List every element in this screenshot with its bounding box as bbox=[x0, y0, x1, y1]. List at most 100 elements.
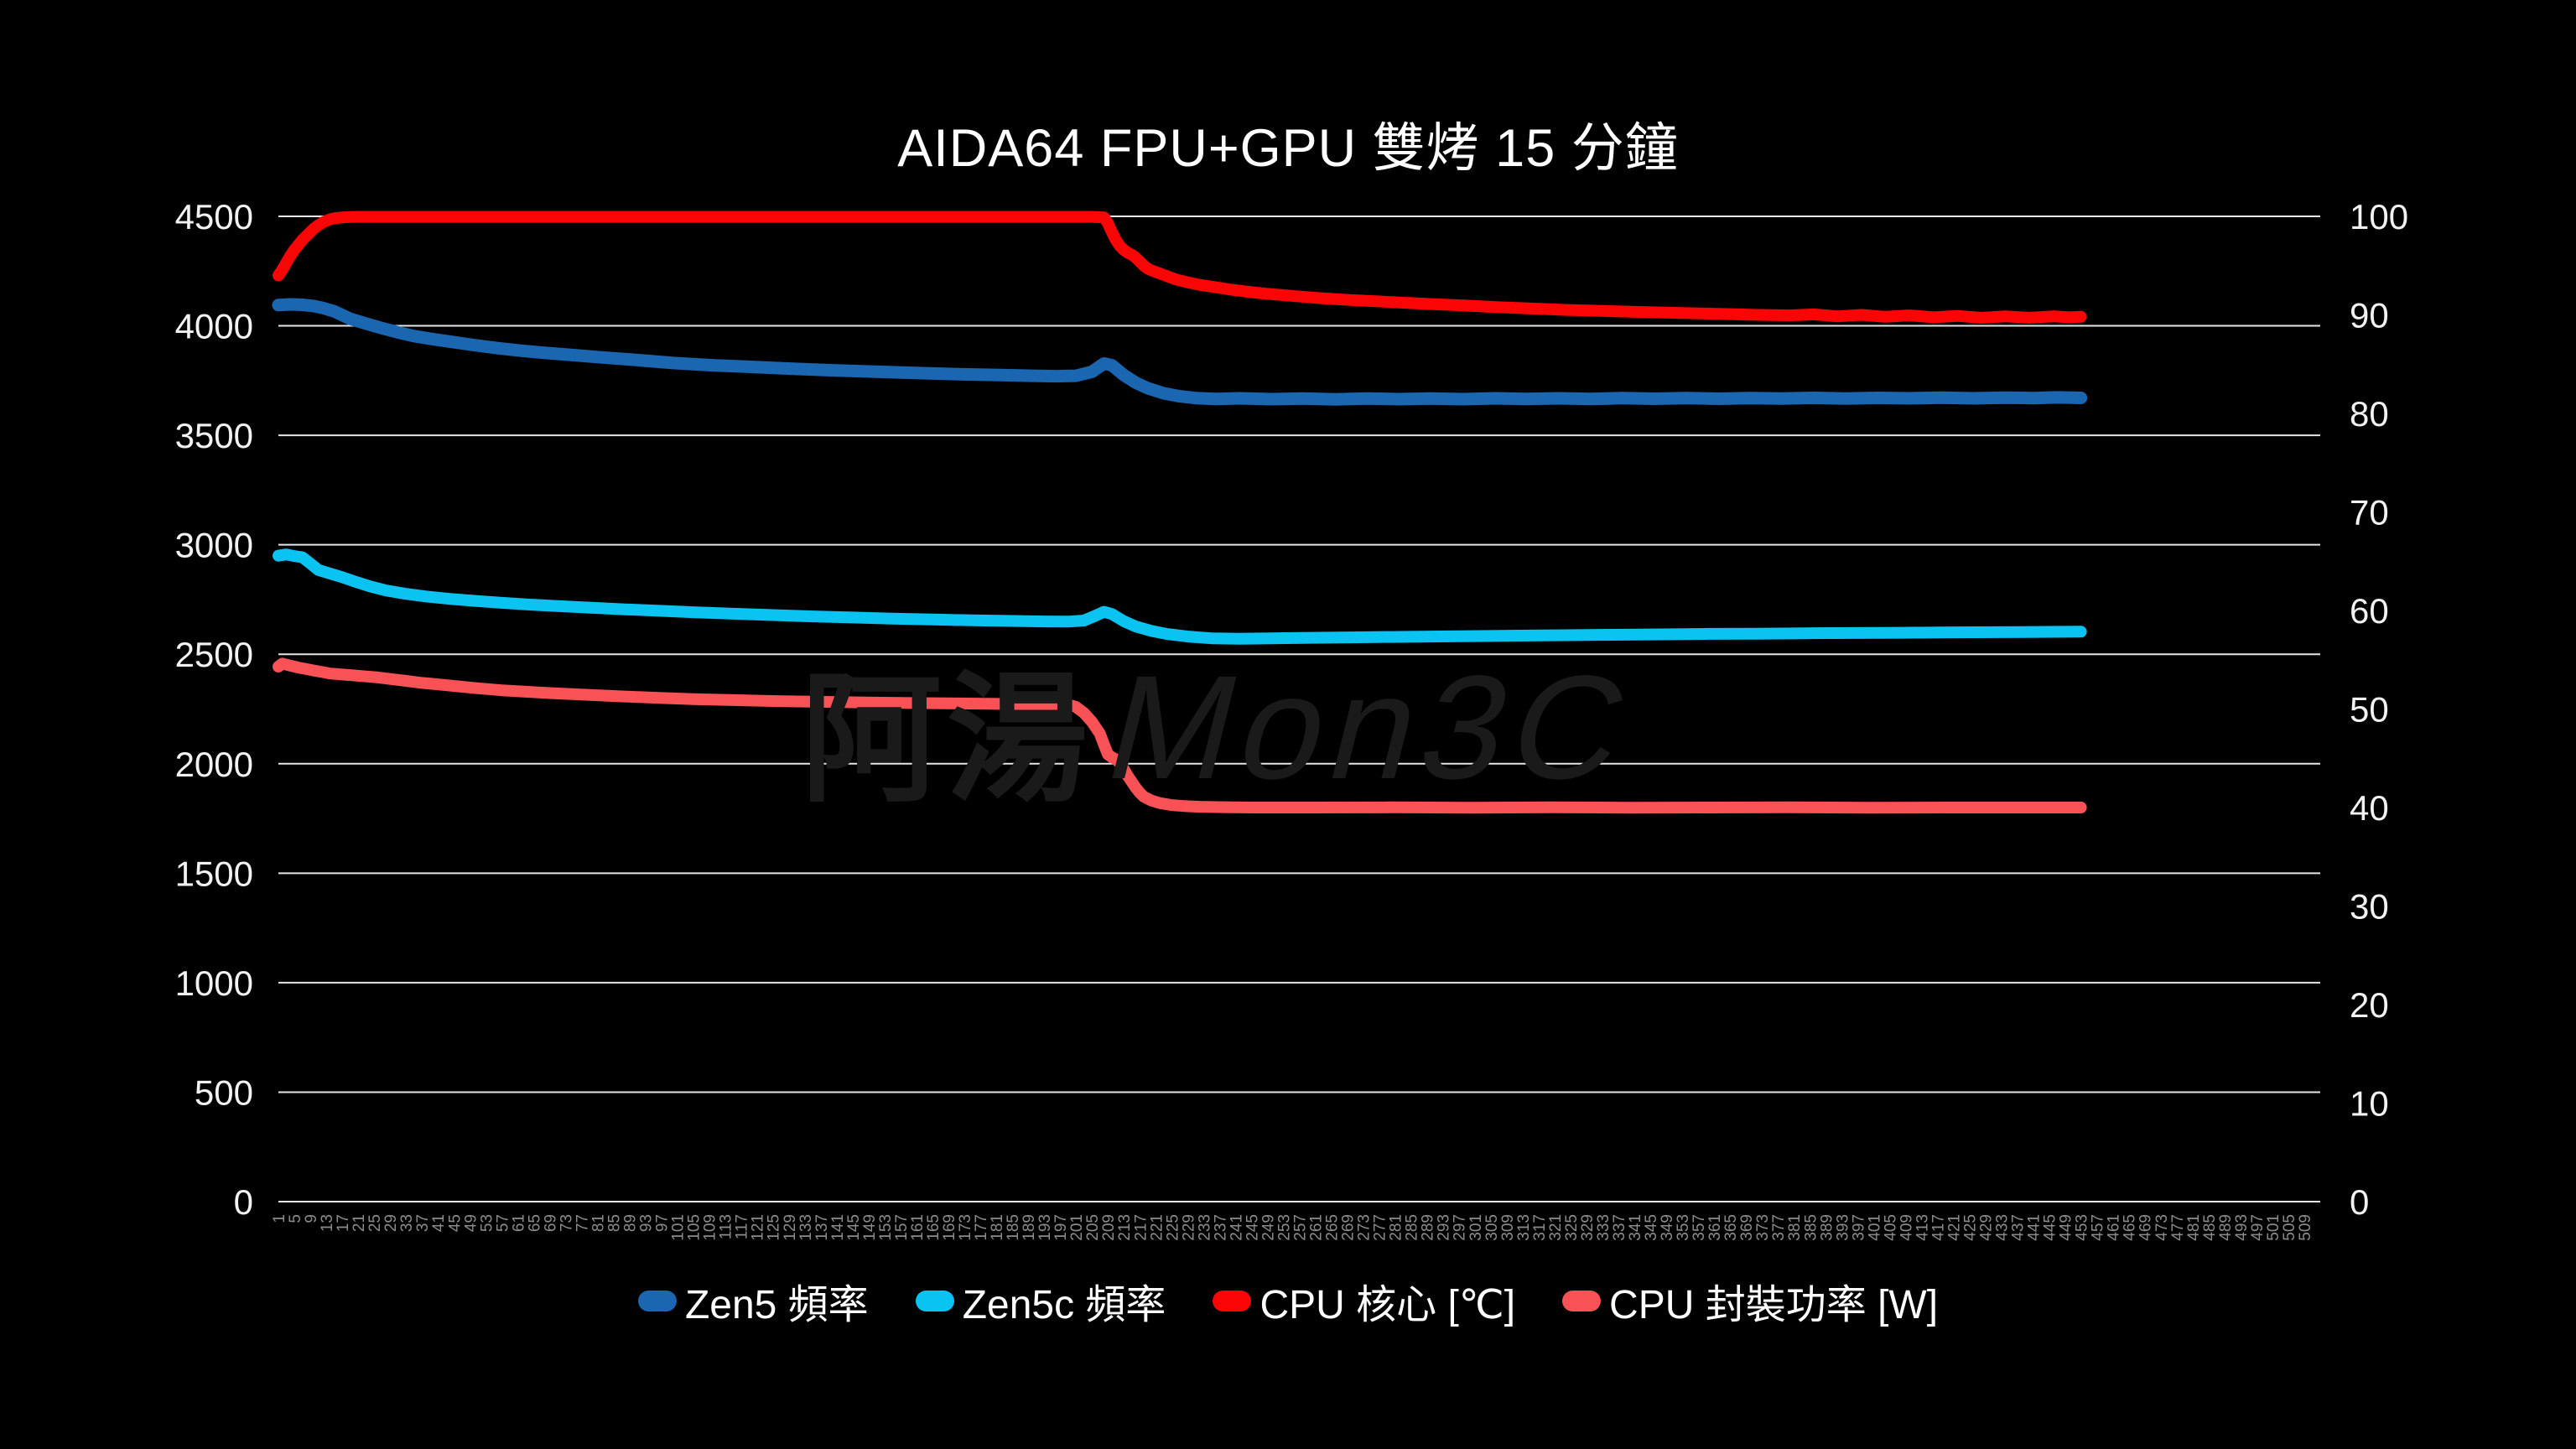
x-axis-tick-9: 9 bbox=[303, 1214, 320, 1223]
x-axis-tick-329: 329 bbox=[1579, 1214, 1597, 1241]
left-axis-tick-4500: 4500 bbox=[175, 197, 253, 236]
x-axis-tick-133: 133 bbox=[797, 1214, 815, 1241]
x-axis-tick-233: 233 bbox=[1196, 1214, 1213, 1241]
right-axis-tick-30: 30 bbox=[2350, 887, 2389, 927]
legend-item-0: Zen5 頻率 bbox=[637, 1271, 869, 1330]
x-axis-tick-65: 65 bbox=[526, 1214, 543, 1232]
x-axis-tick-49: 49 bbox=[462, 1214, 480, 1232]
left-axis-tick-3500: 3500 bbox=[175, 416, 253, 455]
x-axis-tick-305: 305 bbox=[1483, 1214, 1501, 1241]
gridlines bbox=[278, 216, 2320, 1202]
x-axis-tick-205: 205 bbox=[1084, 1214, 1102, 1241]
x-axis-tick-61: 61 bbox=[510, 1214, 527, 1232]
x-axis-tick-101: 101 bbox=[670, 1214, 688, 1241]
x-axis-tick-477: 477 bbox=[2169, 1214, 2187, 1241]
x-axis-tick-105: 105 bbox=[686, 1214, 704, 1241]
x-axis-tick-425: 425 bbox=[1961, 1214, 1979, 1241]
legend-item-3: CPU 封裝功率 [W] bbox=[1562, 1271, 1938, 1330]
legend-item-1: Zen5c 頻率 bbox=[915, 1271, 1166, 1330]
x-axis-tick-473: 473 bbox=[2153, 1214, 2171, 1241]
legend-swatch-2 bbox=[1213, 1290, 1252, 1311]
left-axis-tick-500: 500 bbox=[195, 1072, 253, 1112]
x-axis-tick-189: 189 bbox=[1021, 1214, 1038, 1241]
x-axis-tick-353: 353 bbox=[1675, 1214, 1692, 1241]
x-axis-tick-401: 401 bbox=[1866, 1214, 1883, 1241]
left-axis-tick-4000: 4000 bbox=[175, 307, 253, 346]
x-axis-tick-429: 429 bbox=[1978, 1214, 1996, 1241]
series-line-3 bbox=[273, 657, 2087, 814]
x-axis-tick-397: 397 bbox=[1850, 1214, 1867, 1241]
right-axis-tick-0: 0 bbox=[2350, 1182, 2369, 1222]
x-axis-tick-197: 197 bbox=[1052, 1214, 1070, 1241]
x-axis-tick-93: 93 bbox=[638, 1214, 656, 1232]
x-axis-tick-373: 373 bbox=[1754, 1214, 1772, 1241]
x-axis-tick-301: 301 bbox=[1467, 1214, 1485, 1241]
x-axis-tick-193: 193 bbox=[1036, 1214, 1054, 1241]
x-axis-tick-161: 161 bbox=[909, 1214, 927, 1241]
x-axis-tick-317: 317 bbox=[1531, 1214, 1549, 1241]
x-axis-tick-325: 325 bbox=[1563, 1214, 1581, 1241]
x-axis-tick-389: 389 bbox=[1818, 1214, 1836, 1241]
legend-label-1: Zen5c 頻率 bbox=[962, 1283, 1166, 1327]
x-axis-tick-169: 169 bbox=[941, 1214, 958, 1241]
x-axis-tick-5: 5 bbox=[287, 1214, 304, 1223]
x-axis-tick-145: 145 bbox=[845, 1214, 863, 1241]
x-axis-tick-173: 173 bbox=[957, 1214, 974, 1241]
series-line-2 bbox=[273, 210, 2087, 324]
x-axis-tick-361: 361 bbox=[1706, 1214, 1724, 1241]
x-axis-tick-253: 253 bbox=[1275, 1214, 1293, 1241]
x-axis-tick-289: 289 bbox=[1420, 1214, 1437, 1241]
x-axis-tick-497: 497 bbox=[2249, 1214, 2267, 1241]
x-axis-tick-405: 405 bbox=[1882, 1214, 1899, 1241]
x-axis-tick-393: 393 bbox=[1834, 1214, 1852, 1241]
x-axis-tick-121: 121 bbox=[750, 1214, 767, 1241]
x-axis-tick-53: 53 bbox=[478, 1214, 496, 1232]
x-axis-tick-341: 341 bbox=[1627, 1214, 1644, 1241]
legend-swatch-1 bbox=[915, 1290, 954, 1311]
right-axis-tick-90: 90 bbox=[2350, 296, 2389, 335]
x-axis-tick-277: 277 bbox=[1372, 1214, 1389, 1241]
x-axis-tick-413: 413 bbox=[1914, 1214, 1931, 1241]
x-axis-tick-73: 73 bbox=[558, 1214, 575, 1232]
legend-swatch-0 bbox=[637, 1290, 677, 1311]
x-axis-ticks: 1591317212529333741454953576165697377818… bbox=[271, 1214, 2314, 1241]
x-axis-tick-37: 37 bbox=[414, 1214, 432, 1232]
x-axis-tick-241: 241 bbox=[1228, 1214, 1245, 1241]
x-axis-tick-181: 181 bbox=[989, 1214, 1006, 1241]
right-axis-tick-20: 20 bbox=[2350, 985, 2389, 1025]
x-axis-tick-21: 21 bbox=[351, 1214, 368, 1232]
x-axis-tick-493: 493 bbox=[2233, 1214, 2251, 1241]
legend-label-0: Zen5 頻率 bbox=[684, 1283, 869, 1327]
x-axis-tick-313: 313 bbox=[1515, 1214, 1533, 1241]
right-axis-tick-100: 100 bbox=[2350, 197, 2408, 236]
right-axis-tick-70: 70 bbox=[2350, 493, 2389, 532]
x-axis-tick-461: 461 bbox=[2106, 1214, 2123, 1241]
x-axis-tick-97: 97 bbox=[654, 1214, 672, 1232]
x-axis-tick-85: 85 bbox=[605, 1214, 623, 1232]
x-axis-tick-153: 153 bbox=[877, 1214, 895, 1241]
x-axis-tick-1: 1 bbox=[271, 1214, 288, 1223]
x-axis-tick-281: 281 bbox=[1388, 1214, 1405, 1241]
x-axis-tick-337: 337 bbox=[1611, 1214, 1628, 1241]
x-axis-tick-457: 457 bbox=[2090, 1214, 2107, 1241]
x-axis-tick-29: 29 bbox=[382, 1214, 400, 1232]
x-axis-tick-365: 365 bbox=[1722, 1214, 1740, 1241]
legend-item-2: CPU 核心 [℃] bbox=[1213, 1271, 1515, 1330]
series-line-1 bbox=[273, 548, 2087, 645]
chart-legend: Zen5 頻率 Zen5c 頻率 CPU 核心 [℃] CPU 封裝功率 [W] bbox=[0, 1271, 2576, 1330]
x-axis-tick-137: 137 bbox=[813, 1214, 831, 1241]
x-axis-tick-449: 449 bbox=[2058, 1214, 2075, 1241]
x-axis-tick-201: 201 bbox=[1068, 1214, 1086, 1241]
right-axis-tick-40: 40 bbox=[2350, 788, 2389, 828]
x-axis-tick-441: 441 bbox=[2026, 1214, 2044, 1241]
legend-label-3: CPU 封裝功率 [W] bbox=[1609, 1283, 1939, 1327]
x-axis-tick-81: 81 bbox=[589, 1214, 607, 1232]
x-axis-tick-13: 13 bbox=[319, 1214, 336, 1232]
x-axis-tick-321: 321 bbox=[1547, 1214, 1565, 1241]
x-axis-tick-285: 285 bbox=[1404, 1214, 1421, 1241]
x-axis-tick-209: 209 bbox=[1100, 1214, 1118, 1241]
x-axis-tick-257: 257 bbox=[1292, 1214, 1310, 1241]
left-axis-tick-3000: 3000 bbox=[175, 526, 253, 565]
